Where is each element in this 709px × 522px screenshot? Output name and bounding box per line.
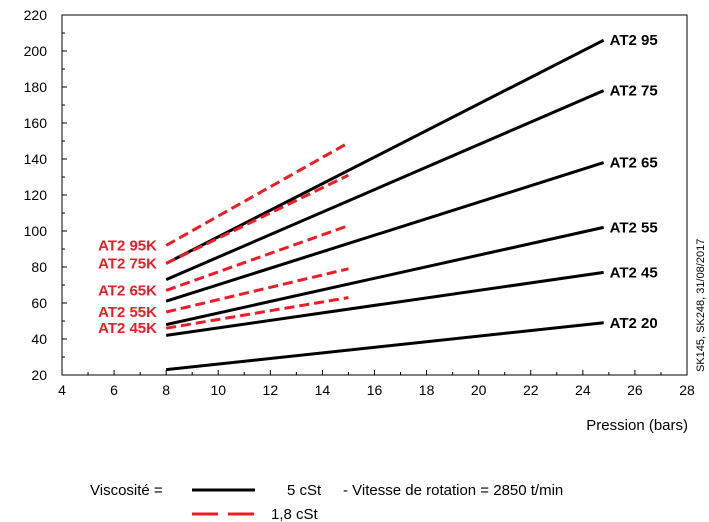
y-tick-label: 20 (31, 367, 47, 383)
side-note: SK145, SK248, 31/08/2017 (695, 239, 707, 372)
y-tick-label: 120 (24, 187, 48, 203)
series-label: AT2 55K (98, 304, 157, 321)
series-line (165, 38, 605, 265)
series-label: AT2 75K (98, 255, 157, 272)
x-axis-label: Pression (bars) (586, 417, 688, 434)
series-line (165, 267, 349, 314)
x-tick-label: 28 (679, 382, 695, 398)
series-line (165, 141, 350, 247)
x-tick-label: 22 (523, 382, 539, 398)
y-tick-label: 160 (24, 115, 48, 131)
x-tick-label: 20 (471, 382, 487, 398)
series-line (165, 224, 349, 292)
series-label: AT2 45 (610, 264, 658, 281)
x-tick-label: 26 (627, 382, 643, 398)
y-tick-label: 100 (24, 223, 48, 239)
series-line (165, 296, 349, 330)
x-tick-label: 14 (315, 382, 331, 398)
series-line (166, 321, 604, 372)
series-label: AT2 65 (610, 155, 658, 172)
y-tick-label: 80 (31, 259, 47, 275)
series-label: AT2 95 (610, 32, 658, 49)
y-tick-label: 60 (31, 295, 47, 311)
y-tick-label: 140 (24, 151, 48, 167)
x-tick-label: 18 (419, 382, 435, 398)
x-tick-label: 12 (263, 382, 279, 398)
x-tick-label: 16 (367, 382, 383, 398)
y-tick-label: 40 (31, 331, 47, 347)
series-label: AT2 20 (610, 315, 658, 332)
y-tick-label: 220 (24, 7, 48, 23)
x-tick-label: 10 (210, 382, 226, 398)
series-line (165, 161, 605, 303)
series-label: AT2 55 (610, 219, 658, 236)
series-labels: AT2 95 AT2 75 AT2 65 AT2 55 AT2 45 AT2 20 AT2 … (98, 32, 658, 337)
legend-prefix: Viscosité = (90, 482, 163, 499)
series-line (165, 173, 350, 265)
legend-dashed-label: 1,8 cSt (271, 506, 319, 522)
legend-note: - Vitesse de rotation = 2850 t/min (343, 482, 563, 499)
x-tick-label: 8 (162, 382, 170, 398)
series-line (165, 270, 604, 337)
plot-area (165, 38, 605, 372)
series-label: AT2 75 (610, 83, 658, 100)
series-line (165, 89, 605, 281)
series-label: AT2 65K (98, 282, 157, 299)
legend-solid-label: 5 cSt (287, 482, 322, 499)
x-tick-label: 24 (575, 382, 591, 398)
y-tick-label: 200 (24, 43, 48, 59)
series-label: AT2 95K (98, 237, 157, 254)
legend: Viscosité = 5 cSt - Vitesse de rotation … (90, 482, 563, 522)
series-line (165, 225, 604, 327)
x-tick-label: 4 (58, 382, 66, 398)
axes: 4 6 8 10 12 14 16 18 20 22 24 26 28 20 40 60 80 100 120 140… (24, 7, 695, 398)
y-tick-label: 180 (24, 79, 48, 95)
series-label: AT2 45K (98, 320, 157, 337)
x-tick-label: 6 (110, 382, 118, 398)
